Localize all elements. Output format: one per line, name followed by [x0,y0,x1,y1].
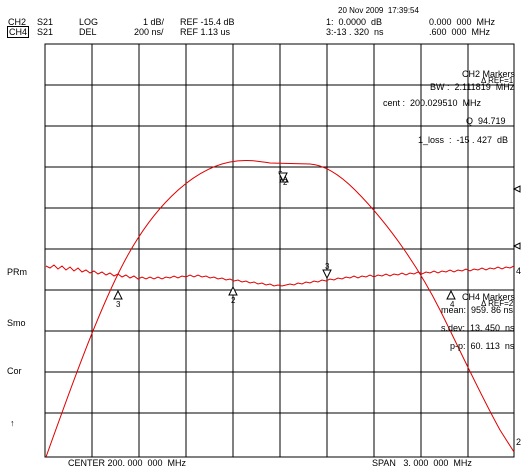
ch2-q: Q 94.719 [466,116,506,126]
ch2-magnitude-trace [45,159,515,458]
ch4-sdev: s.dev: 13. 450 ns [441,323,515,333]
label-prm: PRm [7,267,27,277]
marker-4-label: 4 [450,300,455,309]
marker-3-label: 3 [116,300,121,309]
marker3-value: 3:-13 . 320 ns [326,27,384,37]
ch4-mean: mean: 959. 86 ns [441,305,514,315]
ch4-markers-title: CH4 Markers [462,292,516,302]
ch4-label[interactable]: CH4 [7,26,30,38]
ch2-format: LOG [79,17,99,27]
datetime: 20 Nov 2009 17:39:54 [338,6,419,15]
graticule [44,43,515,458]
ref-arrow-ch2 [512,185,521,193]
marker1-frequency: 0.000 000 MHz [429,17,496,27]
ch2-center: cent : 200.029510 MHz [383,98,482,108]
marker1-value: 1: 0.0000 dB [326,17,383,27]
ch2-bw: BW : 2.111819 MHz [430,82,515,92]
ch4-scale: 200 ns/ [134,27,164,37]
ch2-markers-title: CH2 Markers [462,69,516,79]
right-label-2: 2 [516,437,522,447]
ch4-pp: p-p: 60. 113 ns [450,341,515,351]
ch2-param: S21 [37,17,54,27]
center-frequency: CENTER 200. 000 000 MHz [68,458,187,468]
marker-2b-label: 2 [231,296,236,305]
arrow-up-icon: ↑ [10,418,15,428]
marker-3-ch2-triangle[interactable] [113,289,123,300]
ch4-ref: REF 1.13 us [180,27,231,37]
marker-2-ch4-triangle[interactable] [228,285,238,296]
marker-1-label: 1 [278,165,283,174]
label-smo: Smo [7,318,26,328]
marker-3b-label: 3 [325,262,330,271]
ch2-markers-ref: Δ REF=1 [481,76,514,85]
ch4-param: S21 [37,27,54,37]
marker-1-triangle[interactable] [278,172,288,183]
ref-arrow-ch4 [512,242,521,250]
label-cor: Cor [7,366,22,376]
marker-3-ch4-triangle[interactable] [322,269,332,280]
marker-2-label: 2 [283,178,288,187]
right-label-4: 4 [516,266,522,276]
ch2-scale: 1 dB/ [143,17,165,27]
marker-4-triangle[interactable] [446,289,456,300]
marker3-frequency: .600 000 MHz [429,27,491,37]
ch2-label[interactable]: CH2 [8,17,27,27]
span-frequency: SPAN 3. 000 000 MHz [372,458,472,468]
ch4-label-box[interactable]: CH4 [7,26,30,38]
ch2-ref: REF -15.4 dB [180,17,235,27]
ch4-format: DEL [79,27,97,37]
ch4-markers-ref: Δ REF=2 [481,299,514,308]
ch2-loss: 1_loss : -15 . 427 dB [418,135,509,145]
ch4-delay-trace [45,264,515,287]
